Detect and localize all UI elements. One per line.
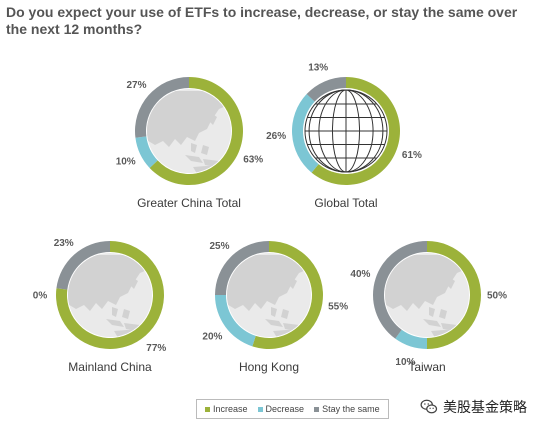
donut-chart-mainland-china: 77% 0% 23% Mainland China bbox=[33, 238, 167, 374]
wechat-icon bbox=[420, 399, 438, 414]
slice-decrease bbox=[135, 136, 158, 168]
slice-stay bbox=[373, 241, 427, 339]
data-label-increase: 55% bbox=[328, 302, 348, 313]
data-label-stay: 23% bbox=[54, 238, 74, 249]
donut-chart-global-total: 61% 26% 13% Global Total bbox=[266, 62, 422, 210]
slice-stay bbox=[56, 241, 110, 290]
legend-label-stay: Stay the same bbox=[322, 404, 380, 414]
globe-icon bbox=[304, 89, 388, 173]
slice-decrease bbox=[215, 295, 256, 347]
data-label-decrease: 26% bbox=[266, 131, 286, 142]
legend-swatch-increase bbox=[205, 406, 210, 412]
legend-item-decrease: Decrease bbox=[257, 404, 305, 414]
slice-increase bbox=[252, 241, 323, 350]
data-label-increase: 63% bbox=[243, 154, 263, 165]
data-label-increase: 77% bbox=[146, 343, 166, 354]
data-label-stay: 25% bbox=[209, 241, 229, 252]
legend-item-stay: Stay the same bbox=[314, 404, 380, 414]
donut-chart-greater-china-total: 63% 10% 27% Greater China Total bbox=[116, 77, 263, 210]
slice-stay bbox=[135, 77, 189, 138]
legend: Increase Decrease Stay the same bbox=[196, 399, 389, 419]
data-label-decrease: 20% bbox=[202, 332, 222, 343]
chart-label: Taiwan bbox=[408, 360, 445, 374]
chart-label: Mainland China bbox=[68, 360, 152, 374]
legend-swatch-stay bbox=[314, 406, 320, 412]
data-label-stay: 13% bbox=[308, 62, 328, 73]
slice-increase bbox=[427, 241, 481, 349]
legend-item-increase: Increase bbox=[205, 404, 248, 414]
chart-label: Global Total bbox=[314, 196, 377, 210]
watermark-text: 美股基金策略 bbox=[443, 400, 527, 416]
legend-label-decrease: Decrease bbox=[265, 404, 305, 414]
chart-label: Greater China Total bbox=[137, 196, 241, 210]
data-label-decrease: 0% bbox=[33, 291, 48, 302]
slice-stay bbox=[215, 241, 269, 295]
chart-title: Do you expect your use of ETFs to increa… bbox=[6, 4, 518, 37]
data-label-decrease: 10% bbox=[395, 357, 415, 368]
slice-decrease bbox=[395, 329, 427, 349]
slice-increase bbox=[311, 77, 401, 185]
data-label-decrease: 10% bbox=[116, 156, 136, 167]
legend-swatch-decrease bbox=[257, 406, 263, 412]
slice-decrease bbox=[291, 94, 319, 173]
legend-label-increase: Increase bbox=[213, 404, 248, 414]
data-label-stay: 40% bbox=[350, 269, 370, 280]
slice-stay bbox=[306, 77, 346, 102]
data-label-increase: 61% bbox=[402, 150, 422, 161]
slice-increase bbox=[149, 77, 243, 185]
donut-chart-taiwan: 50% 10% 40% Taiwan bbox=[350, 241, 507, 374]
data-label-increase: 50% bbox=[487, 291, 507, 302]
data-label-stay: 27% bbox=[126, 80, 146, 91]
chart-label: Hong Kong bbox=[239, 360, 299, 374]
donut-chart-hong-kong: 55% 20% 25% Hong Kong bbox=[202, 241, 348, 374]
watermark: 美股基金策略 bbox=[420, 396, 527, 418]
